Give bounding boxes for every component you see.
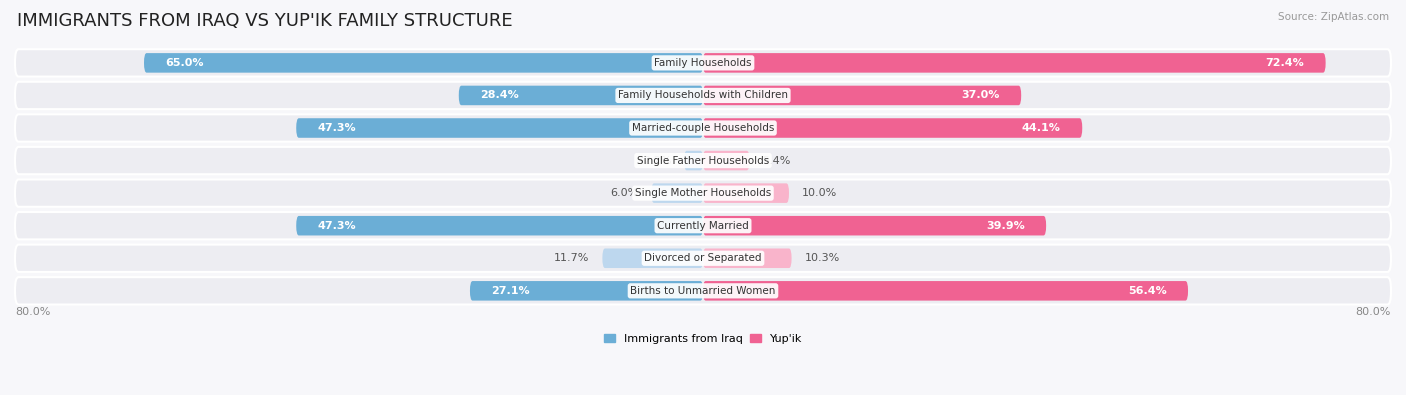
- FancyBboxPatch shape: [703, 183, 789, 203]
- FancyBboxPatch shape: [703, 86, 1021, 105]
- FancyBboxPatch shape: [15, 49, 1391, 77]
- FancyBboxPatch shape: [703, 216, 1046, 235]
- Text: Married-couple Households: Married-couple Households: [631, 123, 775, 133]
- Text: 27.1%: 27.1%: [492, 286, 530, 296]
- FancyBboxPatch shape: [15, 114, 1391, 142]
- FancyBboxPatch shape: [15, 245, 1391, 272]
- FancyBboxPatch shape: [15, 82, 1391, 109]
- FancyBboxPatch shape: [143, 53, 703, 73]
- Text: 2.2%: 2.2%: [643, 156, 671, 166]
- Text: 80.0%: 80.0%: [15, 307, 51, 317]
- Text: Single Father Households: Single Father Households: [637, 156, 769, 166]
- Text: Single Mother Households: Single Mother Households: [636, 188, 770, 198]
- Text: 10.0%: 10.0%: [801, 188, 837, 198]
- Text: Family Households with Children: Family Households with Children: [619, 90, 787, 100]
- Text: Divorced or Separated: Divorced or Separated: [644, 253, 762, 263]
- Text: 39.9%: 39.9%: [986, 221, 1025, 231]
- Text: Currently Married: Currently Married: [657, 221, 749, 231]
- FancyBboxPatch shape: [297, 216, 703, 235]
- FancyBboxPatch shape: [15, 277, 1391, 305]
- FancyBboxPatch shape: [602, 248, 703, 268]
- Text: 28.4%: 28.4%: [481, 90, 519, 100]
- FancyBboxPatch shape: [15, 212, 1391, 239]
- Text: 72.4%: 72.4%: [1265, 58, 1305, 68]
- FancyBboxPatch shape: [703, 53, 1326, 73]
- FancyBboxPatch shape: [703, 248, 792, 268]
- Legend: Immigrants from Iraq, Yup'ik: Immigrants from Iraq, Yup'ik: [599, 329, 807, 348]
- FancyBboxPatch shape: [685, 151, 703, 170]
- FancyBboxPatch shape: [15, 147, 1391, 174]
- Text: 37.0%: 37.0%: [962, 90, 1000, 100]
- FancyBboxPatch shape: [470, 281, 703, 301]
- FancyBboxPatch shape: [703, 151, 749, 170]
- Text: 11.7%: 11.7%: [554, 253, 589, 263]
- Text: Source: ZipAtlas.com: Source: ZipAtlas.com: [1278, 12, 1389, 22]
- Text: 10.3%: 10.3%: [804, 253, 839, 263]
- Text: 44.1%: 44.1%: [1022, 123, 1060, 133]
- FancyBboxPatch shape: [703, 281, 1188, 301]
- Text: 56.4%: 56.4%: [1128, 286, 1167, 296]
- Text: 47.3%: 47.3%: [318, 221, 356, 231]
- FancyBboxPatch shape: [651, 183, 703, 203]
- Text: Family Households: Family Households: [654, 58, 752, 68]
- Text: 47.3%: 47.3%: [318, 123, 356, 133]
- Text: 6.0%: 6.0%: [610, 188, 638, 198]
- FancyBboxPatch shape: [703, 118, 1083, 138]
- FancyBboxPatch shape: [15, 179, 1391, 207]
- Text: 5.4%: 5.4%: [762, 156, 790, 166]
- FancyBboxPatch shape: [297, 118, 703, 138]
- Text: Births to Unmarried Women: Births to Unmarried Women: [630, 286, 776, 296]
- FancyBboxPatch shape: [458, 86, 703, 105]
- Text: IMMIGRANTS FROM IRAQ VS YUP'IK FAMILY STRUCTURE: IMMIGRANTS FROM IRAQ VS YUP'IK FAMILY ST…: [17, 12, 513, 30]
- Text: 80.0%: 80.0%: [1355, 307, 1391, 317]
- Text: 65.0%: 65.0%: [166, 58, 204, 68]
